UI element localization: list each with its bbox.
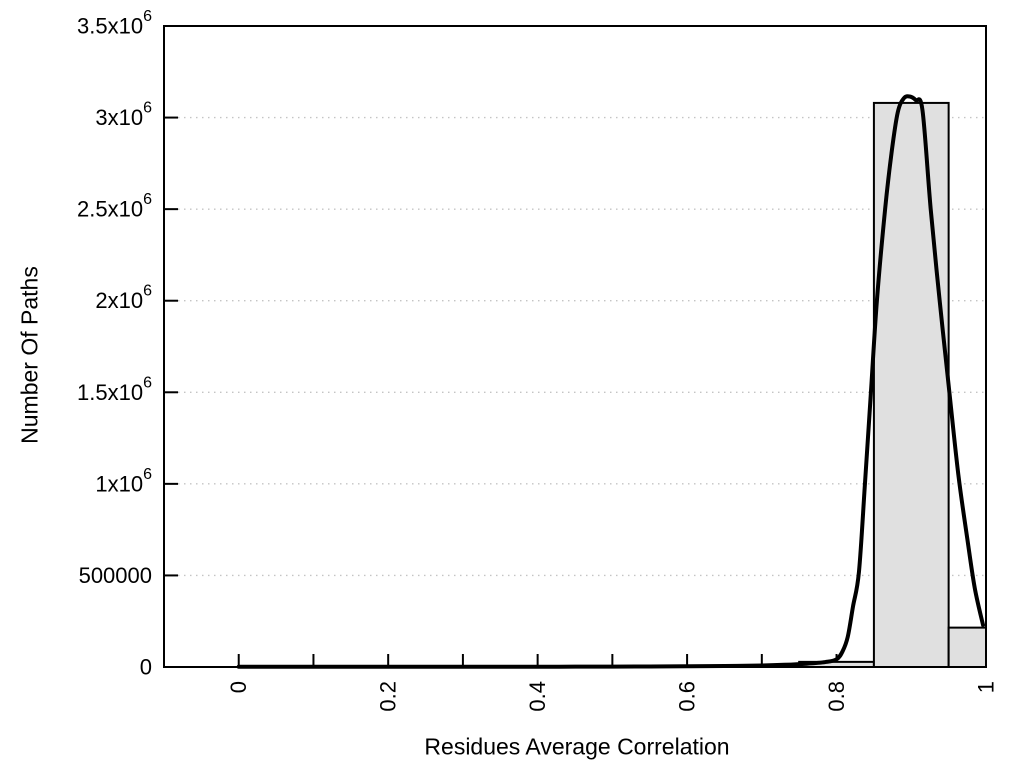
superscript-exponent: 6: [143, 374, 152, 391]
plot-border: [163, 25, 987, 668]
superscript-exponent: 6: [143, 99, 152, 116]
y-tick-label: 3.5x106: [77, 8, 152, 39]
superscript-exponent: 6: [143, 191, 152, 208]
histogram-bar: [947, 626, 987, 668]
superscript-exponent: 6: [143, 465, 152, 482]
y-axis-title: Number Of Paths: [16, 266, 43, 444]
y-tick-label: 500000: [79, 563, 152, 588]
y-tick-label: 0: [140, 655, 152, 680]
y-tick-label: 2.5x106: [77, 191, 152, 222]
x-tick-label: 1: [974, 681, 999, 693]
x-axis-title: Residues Average Correlation: [424, 733, 730, 760]
superscript-exponent: 6: [143, 8, 152, 25]
y-tick-label: 3x106: [95, 99, 152, 130]
x-tick-label: 0.2: [376, 681, 401, 712]
superscript-exponent: 6: [143, 282, 152, 299]
x-tick-label: 0.6: [675, 681, 700, 712]
y-tick-label: 2x106: [95, 282, 152, 313]
fit-curve: [236, 94, 986, 669]
histogram-bar: [872, 101, 950, 669]
y-tick-label: 1.5x106: [77, 374, 152, 405]
x-tick-label: 0.8: [824, 681, 849, 712]
x-tick-label: 0: [226, 681, 251, 693]
y-tick-label: 1x106: [95, 465, 152, 496]
x-tick-label: 0.4: [525, 681, 550, 712]
